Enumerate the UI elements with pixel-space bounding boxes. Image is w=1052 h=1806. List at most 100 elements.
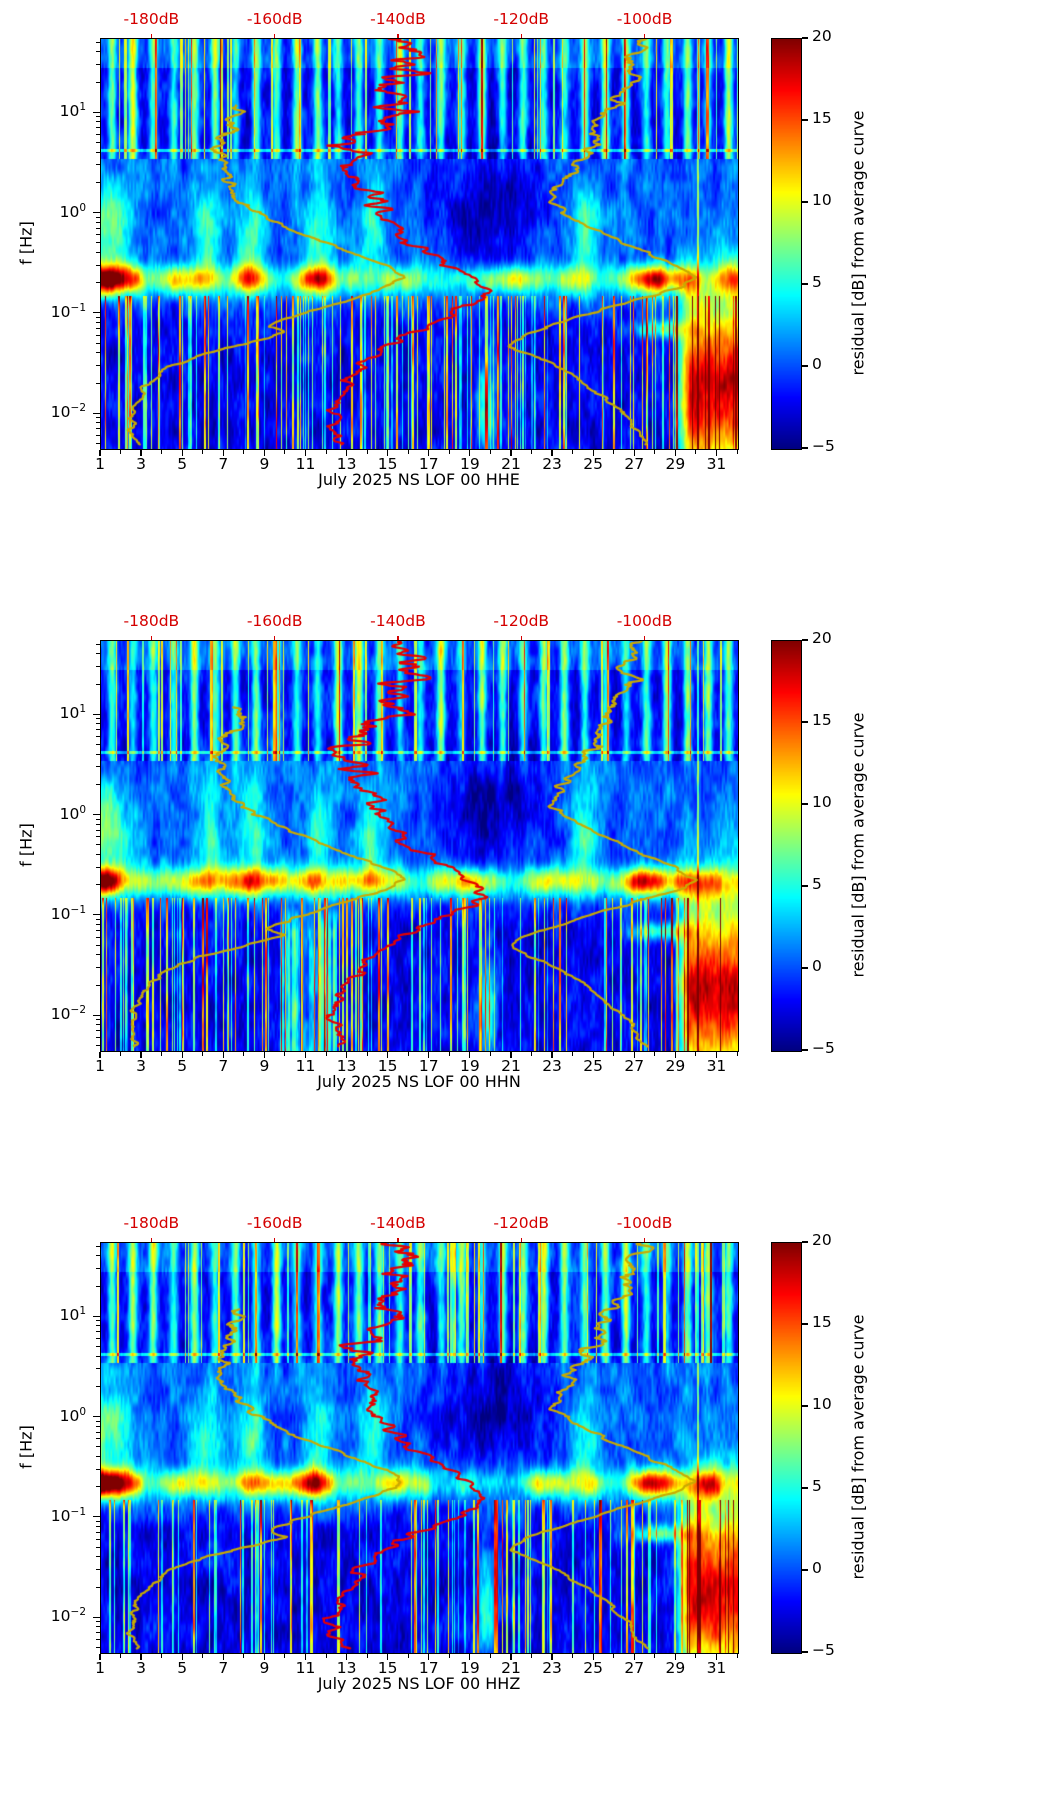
y-axis-tick-label: 10−2 — [50, 1606, 86, 1626]
colorbar-canvas-hhz — [771, 1242, 802, 1654]
colorbar-canvas-hhn — [771, 640, 802, 1052]
colorbar-tick-label: 15 — [812, 711, 832, 729]
x-axis-tick — [387, 450, 389, 456]
x-axis-minor-tick — [489, 1052, 491, 1056]
y-axis-minor-tick — [96, 924, 100, 926]
y-axis-tick — [93, 111, 100, 113]
x-axis-tick — [715, 1654, 718, 1660]
y-axis-minor-tick — [96, 327, 100, 329]
x-axis-tick — [633, 1052, 635, 1058]
top-axis-tick — [520, 1238, 522, 1242]
y-axis-minor-tick — [96, 1019, 100, 1021]
x-axis-minor-tick — [284, 450, 286, 454]
y-axis-minor-tick — [96, 753, 100, 755]
x-axis-minor-tick — [325, 450, 327, 454]
y-axis-minor-tick — [96, 382, 100, 384]
x-axis-tick — [469, 450, 471, 456]
y-axis-minor-tick — [96, 1632, 100, 1634]
y-axis-minor-tick — [96, 216, 100, 218]
y-axis-minor-tick — [96, 1446, 100, 1448]
top-axis-tick-label: -100dB — [616, 10, 673, 28]
colorbar-tick — [802, 201, 808, 203]
top-axis-tick-label: -140dB — [370, 10, 426, 28]
x-axis-tick-label: 25 — [583, 1659, 604, 1677]
colorbar-tick — [802, 639, 808, 641]
colorbar-tick — [802, 885, 808, 887]
y-axis-minor-tick — [96, 252, 100, 253]
y-axis-minor-tick — [96, 1568, 100, 1570]
x-axis-minor-tick — [366, 1654, 368, 1658]
colorbar-tick — [802, 721, 808, 723]
x-axis-tick — [674, 450, 676, 456]
x-axis-tick-label: 13 — [336, 1057, 357, 1075]
colorbar-tick-label: 0 — [812, 957, 822, 975]
x-axis-minor-tick — [407, 450, 409, 454]
x-axis-minor-tick — [202, 1654, 204, 1658]
x-axis-tick — [304, 1654, 307, 1660]
x-axis-tick — [592, 1654, 594, 1660]
y-axis-tick — [93, 312, 100, 314]
x-axis-tick — [674, 1052, 676, 1058]
x-axis-minor-tick — [325, 1654, 327, 1658]
x-axis-tick-label: 5 — [177, 455, 188, 473]
top-axis-tick — [643, 1238, 646, 1242]
y-axis-minor-tick — [96, 352, 100, 354]
x-axis-minor-tick — [572, 450, 574, 454]
x-axis-tick — [551, 450, 553, 456]
y-axis-minor-tick — [96, 653, 100, 655]
x-axis-tick-label: 15 — [377, 1659, 398, 1677]
colorbar-tick — [802, 283, 808, 285]
y-axis-minor-tick — [96, 1526, 100, 1528]
x-axis-tick — [140, 450, 142, 456]
y-axis-minor-tick — [96, 1024, 100, 1026]
top-axis-tick — [274, 1238, 276, 1242]
colorbar-tick-label: 10 — [812, 793, 832, 811]
x-axis-tick-label: 29 — [665, 1659, 686, 1677]
x-axis-tick-label: 1 — [95, 455, 105, 473]
y-axis-tick — [93, 1616, 100, 1618]
y-axis-minor-tick — [96, 134, 100, 136]
x-axis-tick-label: 1 — [95, 1659, 105, 1677]
y-axis-minor-tick — [96, 936, 100, 938]
y-axis-tick — [93, 713, 100, 715]
x-axis-tick-label: 5 — [177, 1659, 188, 1677]
x-axis-tick-label: 9 — [259, 1057, 270, 1075]
x-axis-minor-tick — [284, 1052, 286, 1056]
y-axis-minor-tick — [96, 1520, 100, 1522]
x-axis-minor-tick — [531, 1052, 533, 1056]
y-axis-label: f [Hz] — [16, 221, 36, 265]
colorbar-label: residual [dB] from average curve — [848, 1314, 868, 1580]
y-axis-minor-tick — [96, 342, 100, 344]
colorbar-tick-label: 15 — [812, 109, 832, 127]
y-axis-tick-label: 10−2 — [50, 1004, 86, 1024]
top-axis-tick-label: -160dB — [246, 10, 303, 28]
top-axis-tick — [643, 636, 646, 640]
x-axis-tick-label: 19 — [459, 1659, 480, 1677]
x-axis-tick — [469, 1052, 471, 1058]
x-axis-minor-tick — [120, 1654, 122, 1658]
colorbar-tick — [802, 1323, 808, 1325]
x-axis-tick-label: 23 — [542, 1659, 562, 1677]
colorbar-tick — [802, 1651, 808, 1653]
y-axis-minor-tick — [96, 121, 100, 123]
y-axis-label: f [Hz] — [16, 823, 36, 867]
x-axis-minor-tick — [489, 1654, 491, 1658]
y-axis-minor-tick — [96, 164, 100, 166]
x-axis-tick-label: 19 — [459, 1057, 480, 1075]
colorbar-tick-label: 5 — [812, 1477, 822, 1495]
x-axis-tick-label: 29 — [665, 455, 686, 473]
top-axis-tick-label: -120dB — [493, 1214, 550, 1232]
y-axis-minor-tick — [96, 234, 100, 236]
y-axis-minor-tick — [96, 282, 100, 284]
x-axis-tick — [510, 1052, 512, 1058]
y-axis-minor-tick — [96, 264, 100, 266]
x-axis-tick-label: 17 — [418, 1659, 439, 1677]
colorbar-tick-label: 20 — [812, 629, 832, 647]
y-axis-minor-tick — [96, 1245, 100, 1247]
y-axis-minor-tick — [96, 417, 100, 419]
x-axis-minor-tick — [243, 450, 245, 454]
y-axis-minor-tick — [96, 364, 100, 366]
x-axis-tick — [181, 1654, 183, 1660]
x-axis-tick-label: 9 — [259, 455, 270, 473]
colorbar-tick — [802, 1487, 808, 1489]
